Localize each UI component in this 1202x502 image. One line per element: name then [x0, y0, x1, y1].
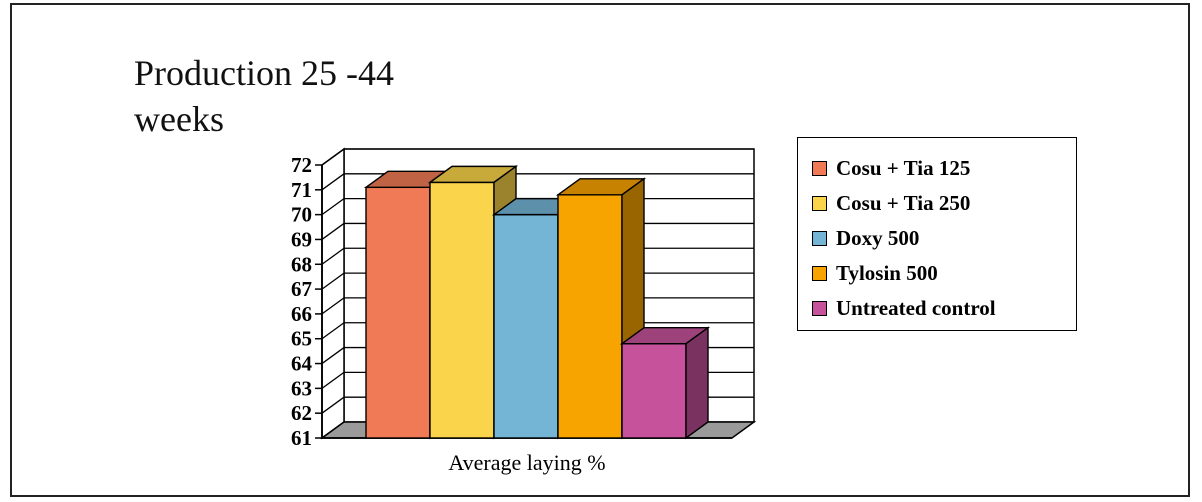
bar-front — [493, 213, 559, 439]
bar-front — [621, 342, 687, 439]
gridline-side — [321, 198, 345, 216]
legend: Cosu + Tia 125 Cosu + Tia 250 Doxy 500 Tylo… — [797, 137, 1077, 331]
legend-swatch — [812, 265, 827, 281]
legend-label: Untreated control — [836, 295, 996, 320]
y-tick-label: 72 — [291, 153, 312, 177]
legend-swatch — [812, 300, 827, 316]
x-axis-label: Average laying % — [448, 450, 605, 475]
gridline-side — [321, 222, 345, 240]
gridline-side — [321, 272, 345, 290]
gridline-side — [321, 396, 345, 414]
y-tick-label: 70 — [291, 203, 312, 227]
legend-swatch — [812, 160, 827, 176]
y-tick-label: 71 — [291, 178, 312, 202]
bar-front — [557, 194, 623, 439]
y-tick-label: 69 — [291, 227, 312, 251]
y-tick-label: 67 — [291, 277, 312, 301]
bar-front — [365, 186, 431, 439]
legend-swatch — [812, 230, 827, 246]
legend-label: Tylosin 500 — [836, 260, 938, 285]
y-tick-label: 63 — [291, 376, 312, 400]
y-tick-label: 62 — [291, 401, 312, 425]
legend-label: Cosu + Tia 125 — [836, 155, 971, 180]
bars — [363, 164, 711, 440]
gridline-side — [321, 148, 345, 166]
legend-label: Cosu + Tia 250 — [836, 190, 971, 215]
y-tick-label: 64 — [291, 352, 313, 376]
y-tick-label: 68 — [291, 252, 312, 276]
y-tick-label: 61 — [291, 426, 312, 450]
legend-item: Untreated control — [812, 293, 996, 323]
gridline-side — [321, 173, 345, 191]
gridline-side — [321, 247, 345, 265]
bar-side — [685, 326, 709, 440]
legend-label: Doxy 500 — [836, 225, 920, 250]
gridline-side — [321, 347, 345, 365]
legend-item: Cosu + Tia 250 — [812, 188, 970, 218]
legend-swatch — [812, 195, 827, 211]
side-wall — [321, 147, 345, 440]
chart-title: Production 25 -44 weeks — [134, 53, 394, 139]
bar-front — [429, 181, 495, 439]
legend-item: Tylosin 500 — [812, 258, 938, 288]
legend-item: Doxy 500 — [812, 223, 919, 253]
gridline-side — [321, 322, 345, 340]
bar — [619, 326, 711, 440]
y-tick-label: 65 — [291, 327, 312, 351]
gridline-side — [321, 297, 345, 315]
legend-item: Cosu + Tia 125 — [812, 153, 970, 183]
gridline-side — [321, 371, 345, 389]
y-tick-label: 66 — [291, 302, 312, 326]
